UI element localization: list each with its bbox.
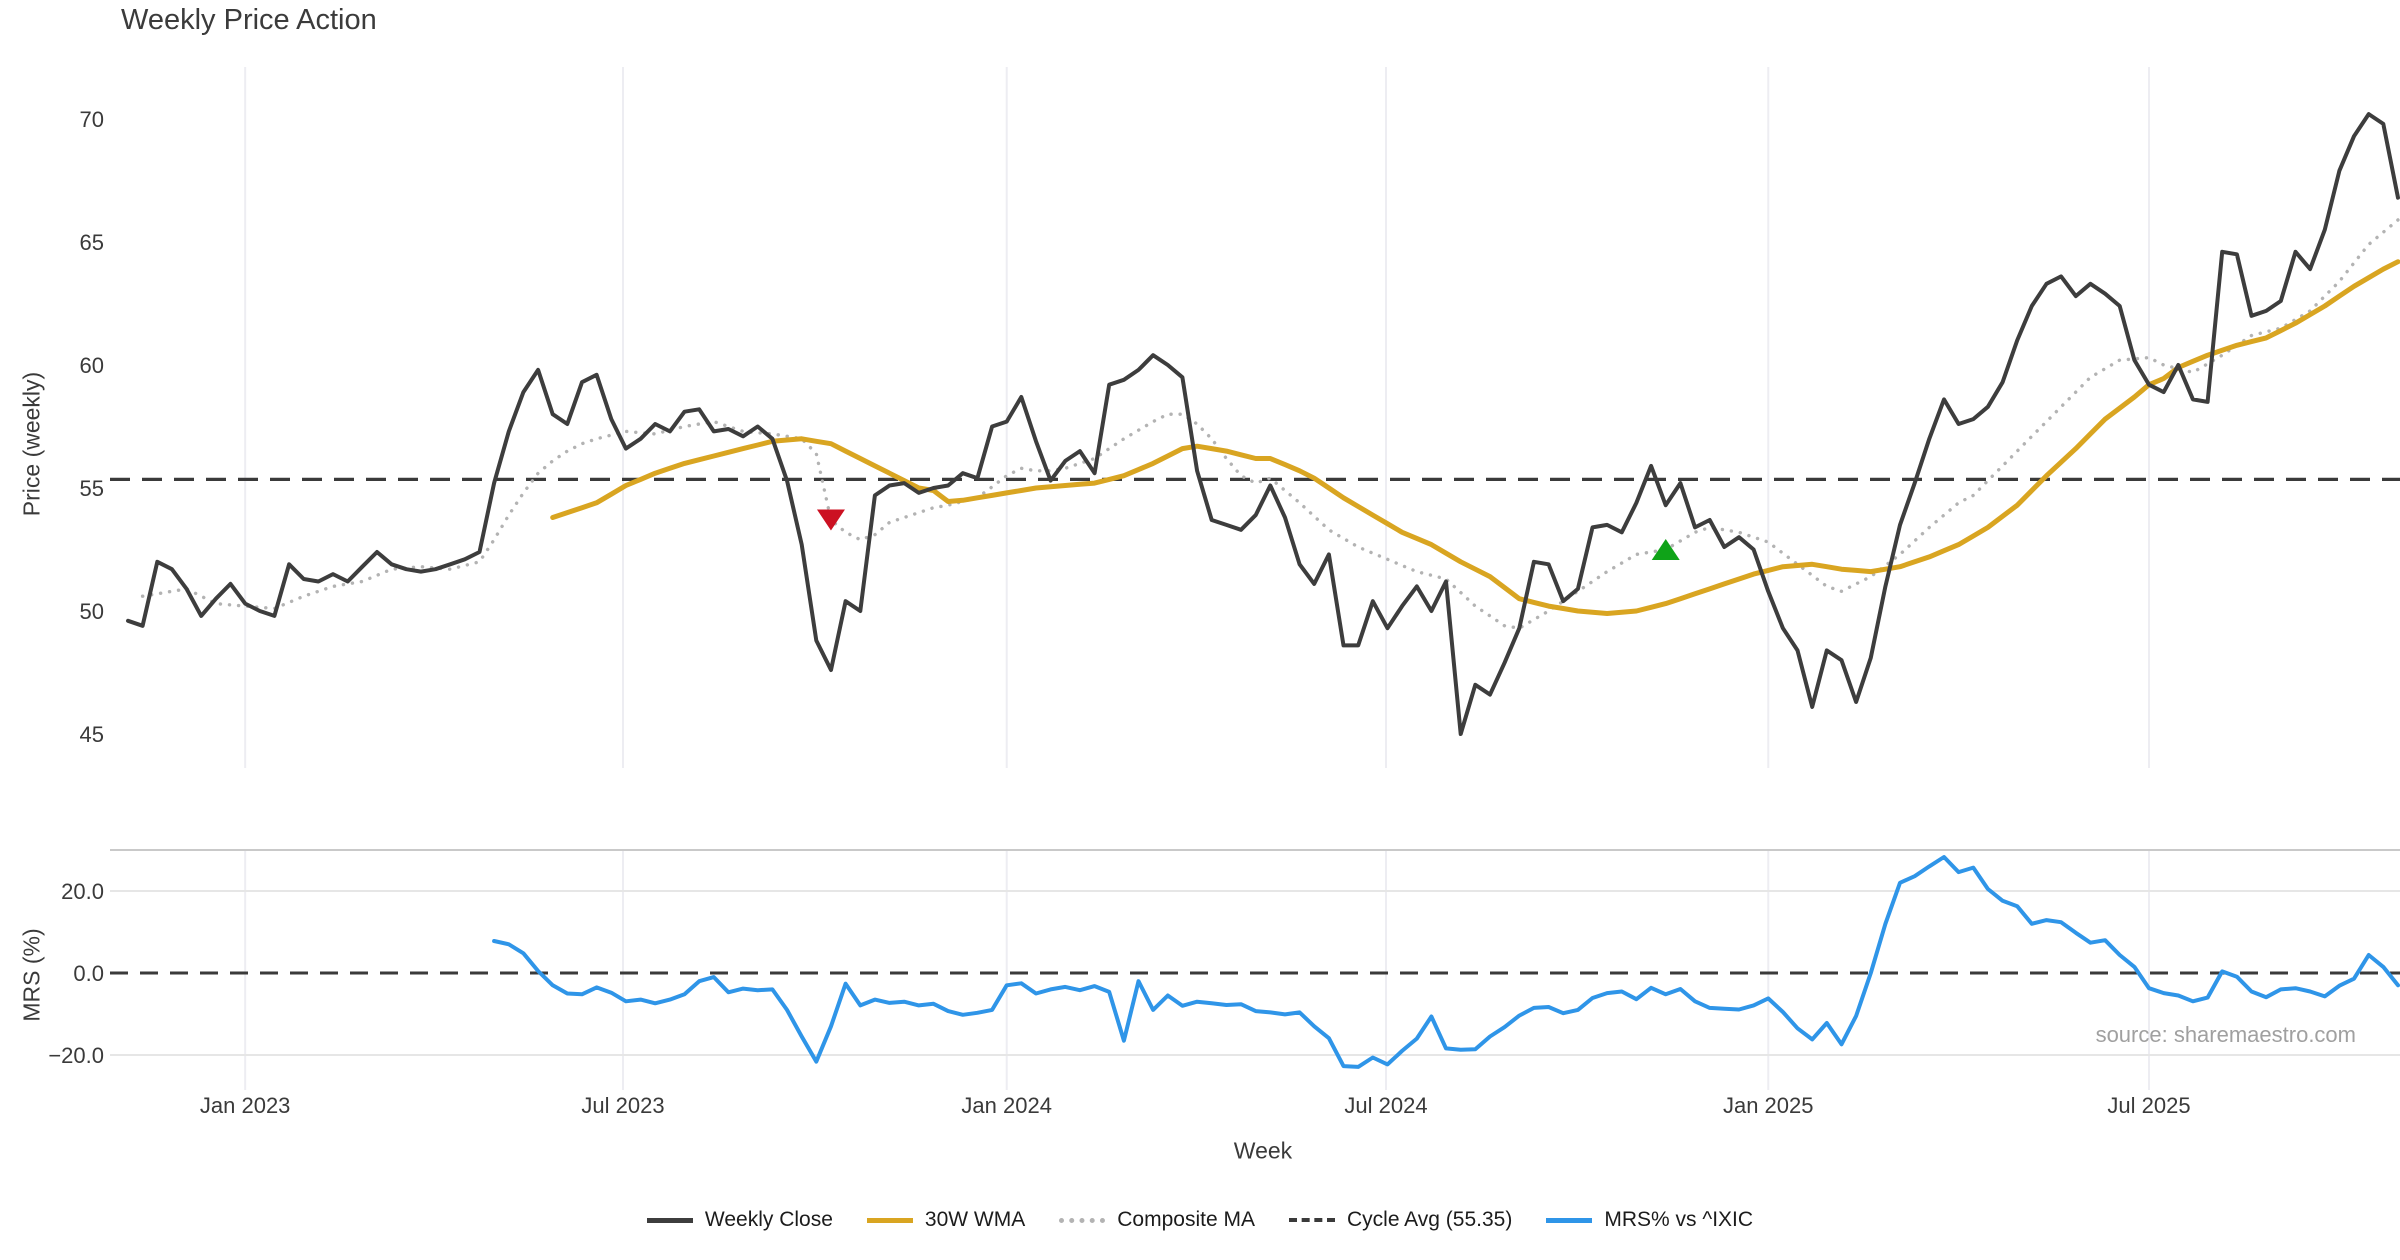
legend-swatch-solid <box>646 1217 693 1223</box>
composite-ma-line <box>140 218 2400 630</box>
mrs-ytick-label: 0.0 <box>73 961 104 986</box>
xtick-label: Jan 2024 <box>961 1093 1052 1118</box>
y-axis-label-price: Price (weekly) <box>18 371 45 517</box>
price-ytick-label: 50 <box>80 599 104 624</box>
mrs-line <box>492 855 2400 1069</box>
xtick-label: Jul 2024 <box>1344 1093 1427 1118</box>
legend-item: Cycle Avg (55.35) <box>1288 1208 1513 1232</box>
mrs-ytick-label: 20.0 <box>61 879 104 904</box>
legend-label: 30W WMA <box>924 1208 1026 1231</box>
xtick-label: Jul 2025 <box>2107 1093 2190 1118</box>
sell-signal-marker <box>816 509 845 531</box>
legend-item: Weekly Close <box>646 1208 833 1232</box>
legend-item: MRS% vs ^IXIC <box>1546 1208 1753 1232</box>
legend-label: MRS% vs ^IXIC <box>1604 1208 1754 1231</box>
xtick-label: Jul 2023 <box>581 1093 664 1118</box>
xtick-label: Jan 2023 <box>200 1093 291 1118</box>
legend-item: Composite MA <box>1059 1208 1255 1232</box>
price-ytick-label: 55 <box>80 476 104 501</box>
legend-label: Weekly Close <box>704 1208 833 1231</box>
price-ytick-label: 70 <box>80 107 104 132</box>
price-ytick-label: 65 <box>80 230 104 255</box>
xtick-label: Jan 2025 <box>1723 1093 1814 1118</box>
legend-swatch-dashed <box>1288 1218 1335 1222</box>
legend-swatch-dotted <box>1059 1217 1106 1223</box>
price-ytick-label: 60 <box>80 353 104 378</box>
legend-swatch-solid <box>866 1217 913 1223</box>
mrs-ytick-label: −20.0 <box>48 1043 104 1068</box>
source-attribution: source: sharemaestro.com <box>2095 1022 2356 1047</box>
x-axis-label: Week <box>1233 1137 1293 1164</box>
buy-signal-marker <box>1651 539 1680 560</box>
chart-title: Weekly Price Action <box>121 4 377 36</box>
legend-swatch-solid <box>1546 1217 1593 1223</box>
wma-line <box>550 259 2400 616</box>
legend: Weekly Close 30W WMA Composite MA Cycle Avg… <box>0 1208 2400 1232</box>
weekly-close-line <box>126 112 2400 736</box>
legend-item: 30W WMA <box>866 1208 1026 1232</box>
legend-label: Cycle Avg (55.35) <box>1346 1208 1513 1231</box>
price-ytick-label: 45 <box>80 722 104 747</box>
y-axis-label-mrs: MRS (%) <box>18 928 45 1022</box>
legend-label: Composite MA <box>1117 1208 1255 1231</box>
